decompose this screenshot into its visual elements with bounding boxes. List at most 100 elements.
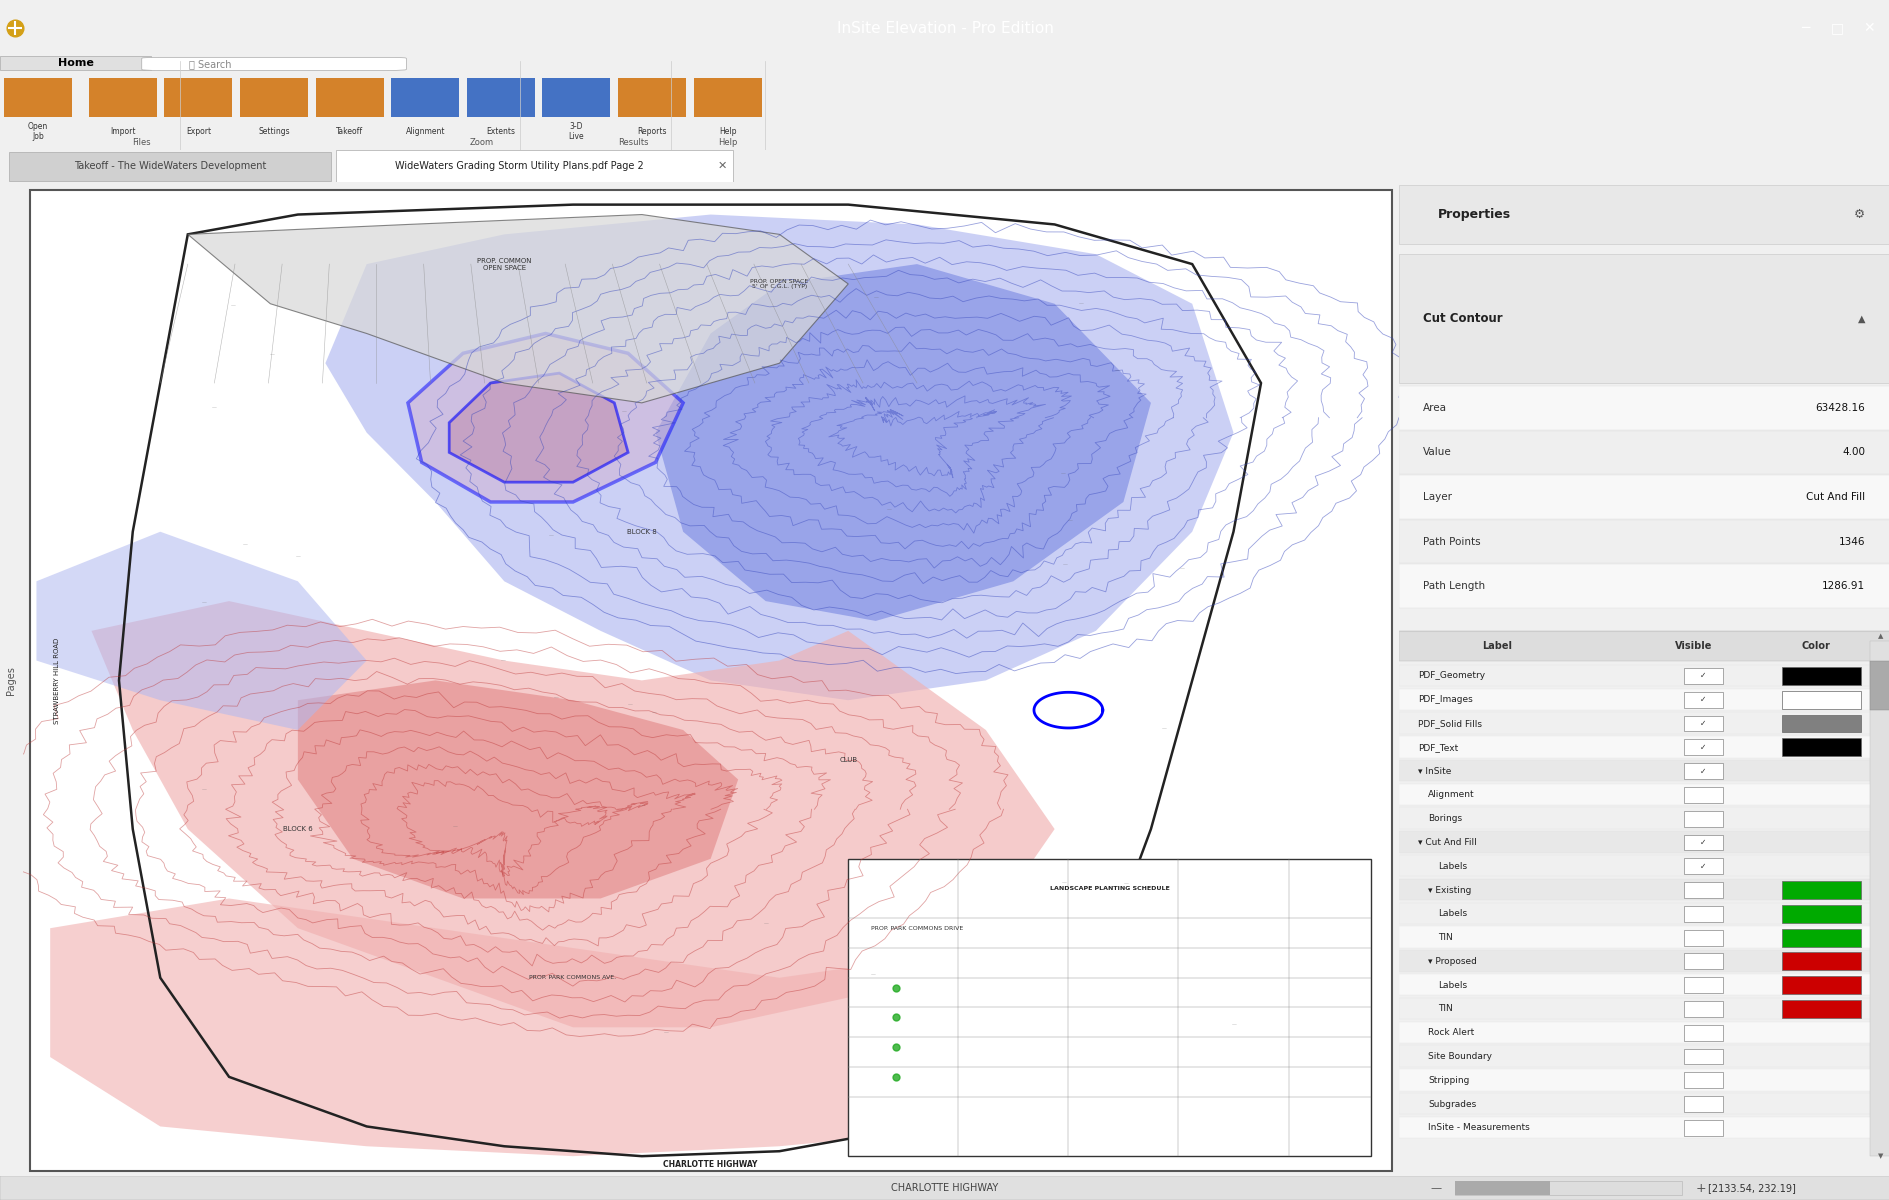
Text: —: — — [1162, 726, 1166, 731]
Bar — [1398, 1093, 1889, 1115]
Text: ✓: ✓ — [1700, 719, 1706, 728]
Text: InSite - Measurements: InSite - Measurements — [1428, 1123, 1528, 1133]
Bar — [240, 78, 308, 118]
Text: —: — — [652, 710, 657, 715]
Text: Open
Job: Open Job — [28, 121, 47, 140]
Bar — [1398, 713, 1889, 733]
Text: STRAWBERRY HILL ROAD: STRAWBERRY HILL ROAD — [55, 637, 60, 724]
Text: —: — — [1179, 566, 1184, 571]
Text: 1286.91: 1286.91 — [1821, 581, 1864, 592]
Polygon shape — [187, 215, 848, 403]
Bar — [1398, 808, 1889, 829]
Bar — [1398, 1021, 1889, 1043]
Text: Layer: Layer — [1422, 492, 1451, 502]
Text: 63428.16: 63428.16 — [1815, 403, 1864, 413]
Text: ✓: ✓ — [1700, 767, 1706, 775]
Text: —: — — [763, 922, 769, 926]
Text: Takeoff: Takeoff — [336, 127, 363, 136]
Polygon shape — [408, 334, 682, 502]
Text: —: — — [1232, 1022, 1235, 1027]
Bar — [1398, 665, 1889, 686]
Bar — [1398, 760, 1889, 781]
Bar — [467, 78, 535, 118]
Text: □: □ — [1830, 22, 1842, 35]
Text: —: — — [886, 508, 892, 512]
Bar — [1398, 784, 1889, 805]
Text: BLOCK 6: BLOCK 6 — [283, 826, 312, 832]
Text: ▾ Proposed: ▾ Proposed — [1428, 956, 1475, 966]
Bar — [1683, 906, 1723, 922]
Text: ▼: ▼ — [1876, 1153, 1881, 1159]
Text: 1346: 1346 — [1838, 536, 1864, 547]
Bar — [9, 151, 331, 181]
Bar — [542, 78, 610, 118]
Polygon shape — [91, 601, 1054, 1027]
Bar — [1781, 738, 1859, 756]
Text: PROP. COMMON
OPEN SPACE: PROP. COMMON OPEN SPACE — [476, 258, 531, 270]
Text: CLUB: CLUB — [839, 757, 858, 763]
Text: Help: Help — [718, 138, 737, 148]
Text: —: — — [871, 973, 875, 978]
Bar — [315, 78, 383, 118]
Text: BLOCK 8: BLOCK 8 — [627, 529, 655, 535]
Text: 🔍 Search: 🔍 Search — [189, 59, 230, 68]
Bar — [1398, 950, 1889, 972]
Bar — [1398, 564, 1889, 608]
Text: TIN: TIN — [1438, 1004, 1453, 1014]
Bar — [391, 78, 459, 118]
Bar — [1781, 881, 1859, 899]
Text: —: — — [1115, 368, 1120, 373]
Bar — [1781, 977, 1859, 994]
Bar — [1683, 1025, 1723, 1040]
Bar — [1398, 631, 1889, 660]
Bar — [4, 78, 72, 118]
Text: ✕: ✕ — [718, 161, 725, 172]
Text: Extents: Extents — [485, 127, 516, 136]
Bar — [1683, 668, 1723, 684]
Bar — [1683, 739, 1723, 755]
Bar — [1781, 714, 1859, 732]
Bar — [1683, 977, 1723, 994]
Text: —: — — [1062, 881, 1065, 886]
Bar — [1398, 475, 1889, 518]
Bar — [1781, 929, 1859, 947]
Text: —: — — [212, 406, 215, 410]
Text: —: — — [202, 787, 206, 792]
Bar — [1683, 715, 1723, 732]
Text: Alignment: Alignment — [1428, 791, 1473, 799]
Polygon shape — [51, 899, 1054, 1156]
Bar — [1683, 882, 1723, 898]
Bar — [1455, 1181, 1549, 1195]
Bar — [1683, 1001, 1723, 1016]
Text: —: — — [1079, 301, 1082, 307]
Text: ✓: ✓ — [1700, 838, 1706, 847]
Text: —: — — [1430, 1183, 1441, 1193]
Text: LANDSCAPE PLANTING SCHEDULE: LANDSCAPE PLANTING SCHEDULE — [1048, 886, 1169, 892]
Text: ⚙: ⚙ — [1853, 208, 1864, 221]
Text: Settings: Settings — [259, 127, 289, 136]
Bar — [1398, 1045, 1889, 1067]
Text: 3-D
Live: 3-D Live — [569, 121, 584, 140]
Bar — [1398, 254, 1889, 383]
Text: ✓: ✓ — [1700, 695, 1706, 704]
Bar — [1870, 641, 1889, 1156]
Bar — [1398, 856, 1889, 876]
Text: InSite Elevation - Pro Edition: InSite Elevation - Pro Edition — [837, 20, 1052, 36]
Text: Reports: Reports — [637, 127, 667, 136]
Text: PDF_Images: PDF_Images — [1417, 695, 1472, 704]
Bar — [1398, 832, 1889, 853]
Bar — [1683, 1049, 1723, 1064]
Text: Takeoff - The WideWaters Development: Takeoff - The WideWaters Development — [74, 161, 266, 172]
Bar — [1781, 905, 1859, 923]
Text: ✓: ✓ — [1700, 743, 1706, 751]
Text: —: — — [270, 352, 274, 356]
Text: PROP. PARK COMMONS DRIVE: PROP. PARK COMMONS DRIVE — [871, 925, 963, 931]
Text: —: — — [640, 803, 644, 808]
Text: PDF_Solid Fills: PDF_Solid Fills — [1417, 719, 1481, 728]
Text: —: — — [627, 702, 633, 708]
Text: Subgrades: Subgrades — [1428, 1099, 1475, 1109]
Text: Cut And Fill: Cut And Fill — [1806, 492, 1864, 502]
Bar — [618, 78, 686, 118]
Text: WideWaters Grading Storm Utility Plans.pdf Page 2: WideWaters Grading Storm Utility Plans.p… — [395, 161, 644, 172]
Bar — [1398, 736, 1889, 757]
